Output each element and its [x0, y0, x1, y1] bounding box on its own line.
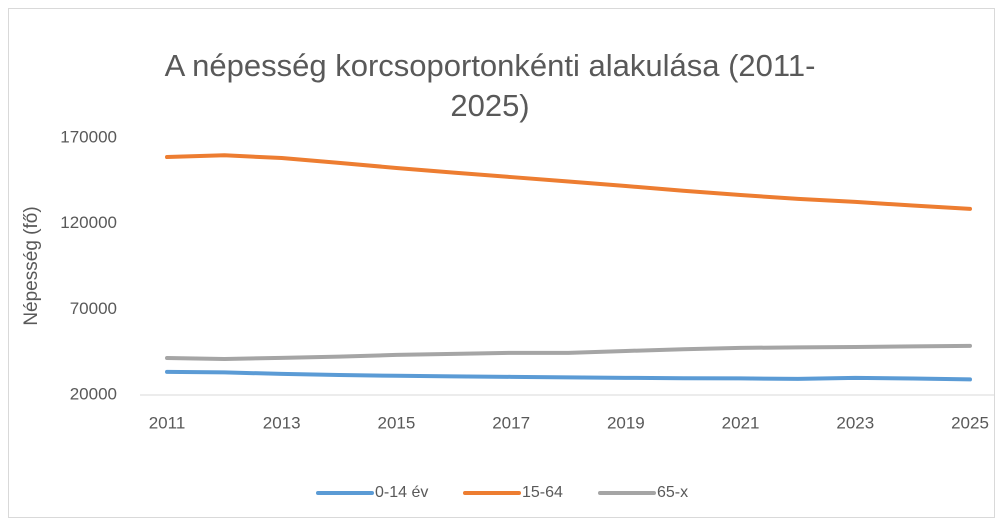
- y-tick-label: 70000: [70, 299, 117, 318]
- x-tick-label: 2021: [722, 413, 760, 432]
- line-series: [165, 153, 972, 211]
- chart-title: A népesség korcsoportonkénti alakulása (…: [164, 48, 816, 123]
- legend-label: 65-x: [657, 484, 688, 501]
- x-tick-label: 2025: [951, 413, 989, 432]
- y-axis-label: Népesség (fő): [21, 206, 42, 325]
- x-tick-label: 2011: [149, 413, 186, 432]
- chart-border: [8, 8, 995, 518]
- x-tick-label: 2015: [378, 413, 416, 432]
- y-tick-label: 20000: [70, 384, 117, 403]
- x-tick-label: 2023: [836, 413, 874, 432]
- x-tick-label: 2013: [263, 413, 301, 432]
- y-tick-label: 120000: [60, 213, 117, 232]
- x-tick-label: 2017: [492, 413, 530, 432]
- y-tick-label: 170000: [60, 127, 117, 146]
- x-tick-label: 2019: [607, 413, 645, 432]
- legend-label: 0-14 év: [375, 484, 428, 501]
- line-series: [165, 369, 972, 382]
- line-series: [165, 343, 972, 362]
- legend-label: 15-64: [522, 484, 563, 501]
